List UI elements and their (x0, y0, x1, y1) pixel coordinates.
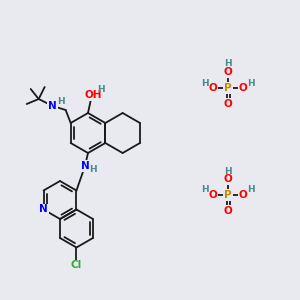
Text: H: H (224, 59, 232, 68)
Text: H: H (97, 85, 105, 94)
Text: H: H (224, 167, 232, 176)
Text: O: O (224, 174, 232, 184)
Text: H: H (247, 79, 255, 88)
Text: H: H (89, 166, 97, 175)
Text: O: O (238, 83, 247, 93)
Text: H: H (201, 79, 209, 88)
Text: H: H (247, 185, 255, 194)
Text: O: O (224, 206, 232, 216)
Text: N: N (48, 101, 57, 111)
Text: Cl: Cl (71, 260, 82, 271)
Text: N: N (81, 161, 89, 171)
Text: H: H (201, 185, 209, 194)
Text: P: P (224, 83, 232, 93)
Text: O: O (208, 83, 217, 93)
Text: P: P (224, 190, 232, 200)
Text: O: O (238, 190, 247, 200)
Text: O: O (224, 99, 232, 109)
Text: O: O (208, 190, 217, 200)
Text: N: N (39, 205, 48, 214)
Text: O: O (224, 67, 232, 77)
Text: OH: OH (84, 90, 102, 100)
Text: H: H (57, 97, 64, 106)
